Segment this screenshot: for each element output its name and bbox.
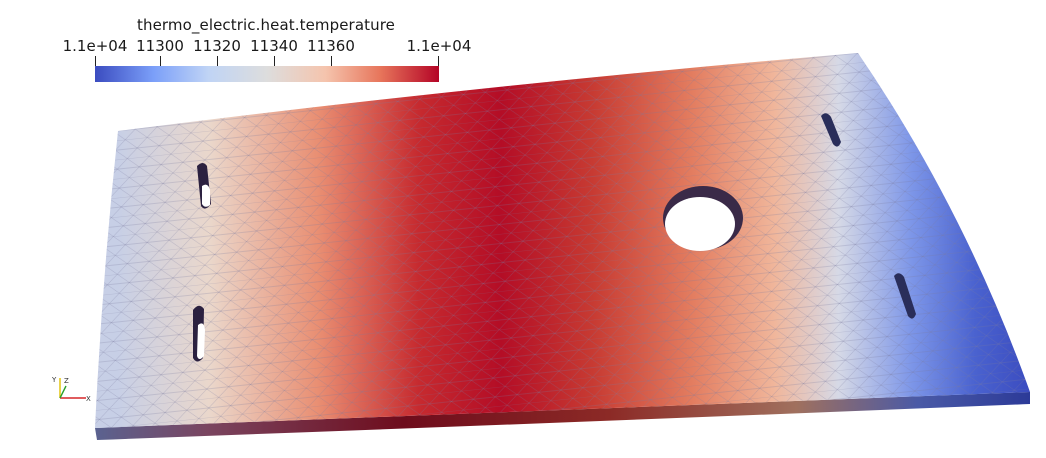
- orientation-axes: X Y Z: [51, 376, 91, 403]
- axis-y-label: Y: [51, 376, 57, 384]
- slot-right-lower: [894, 273, 916, 319]
- slot-left-lower: [193, 305, 205, 362]
- axis-x-label: X: [86, 395, 91, 403]
- scalar-bar-tick-mark: [274, 56, 275, 67]
- scalar-bar-tick-label: 11300: [136, 37, 184, 55]
- slot-left-upper: [197, 163, 211, 209]
- scalar-bar-tick-mark: [160, 56, 161, 67]
- scalar-bar-tick-mark: [217, 56, 218, 67]
- scalar-bar-title: thermo_electric.heat.temperature: [137, 16, 395, 34]
- axis-z-label: Z: [64, 377, 69, 385]
- scalar-bar-tick-label: 1.1e+04: [62, 37, 128, 55]
- scalar-bar-tick-label: 11360: [307, 37, 355, 55]
- scalar-bar-tick-mark: [331, 56, 332, 67]
- scalar-bar-tick-label: 11320: [193, 37, 241, 55]
- scalar-bar-tick-label: 1.1e+04: [406, 37, 472, 55]
- plate-top-face[interactable]: [60, 30, 1046, 450]
- plate-side-face: [95, 392, 1030, 440]
- slot-right-upper: [821, 113, 841, 147]
- scalar-bar-tick-label: 11340: [250, 37, 298, 55]
- circular-hole: [663, 186, 743, 251]
- scalar-bar-tick-mark: [95, 56, 96, 67]
- scalar-bar-tick-mark: [438, 56, 439, 67]
- scalar-bar-colormap: [95, 66, 439, 82]
